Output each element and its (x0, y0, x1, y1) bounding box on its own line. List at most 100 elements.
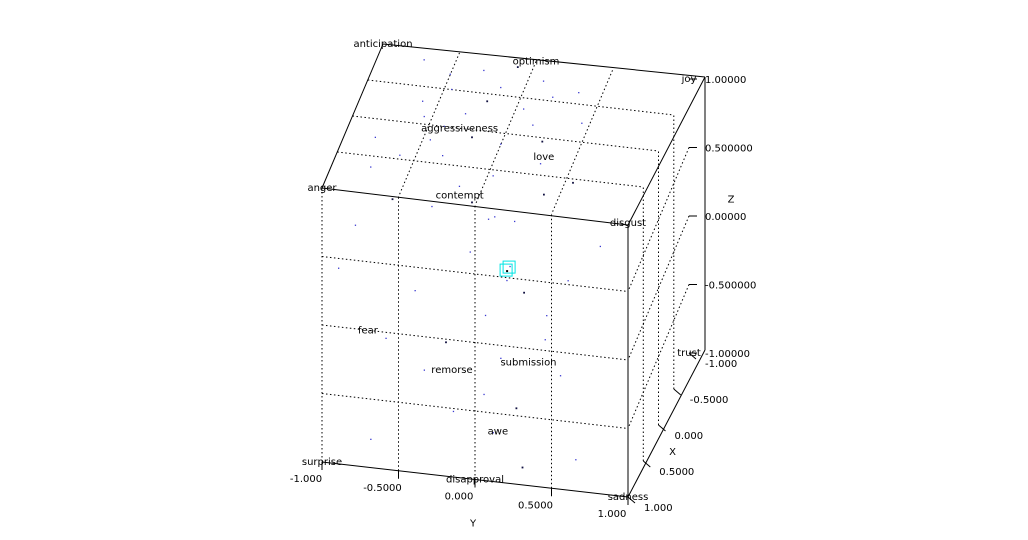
x-tick-label: 0.5000 (659, 467, 694, 478)
data-point (599, 245, 601, 248)
emotion-label: aggressiveness (421, 123, 498, 134)
data-point (575, 459, 577, 461)
data-point (391, 198, 394, 201)
z-tick-label: 0.00000 (705, 212, 746, 223)
data-point (414, 290, 416, 292)
data-point (543, 193, 545, 196)
emotion-label: optimism (513, 57, 560, 68)
data-point (458, 185, 461, 187)
cube-edge (627, 76, 706, 226)
data-point (541, 140, 544, 143)
highlight-marker (499, 260, 516, 277)
data-point (431, 205, 433, 208)
y-tick-label: 1.000 (598, 509, 627, 520)
data-point (532, 124, 534, 126)
z-tick-label: 0.500000 (705, 144, 753, 155)
grid-line-top-x (367, 79, 674, 116)
emotion-label: awe (488, 426, 508, 437)
data-point (500, 86, 502, 89)
data-point (542, 80, 545, 82)
cube-edge (627, 349, 706, 498)
data-point (559, 375, 562, 377)
data-point (521, 466, 524, 469)
data-point (492, 175, 494, 177)
emotion-label: disgust (610, 218, 646, 229)
data-point (442, 155, 444, 157)
data-point (449, 73, 451, 75)
data-point (506, 279, 508, 282)
data-point (423, 115, 425, 118)
x-tick-mark (658, 424, 666, 432)
highlight-box-back (502, 260, 516, 274)
data-point (492, 432, 494, 434)
x-tick-mark (642, 460, 651, 468)
emotion-label: submission (500, 357, 556, 368)
data-point (581, 122, 583, 124)
grid-lines (321, 52, 690, 489)
data-point (523, 291, 525, 294)
cube-edge (321, 187, 629, 226)
data-point (483, 69, 485, 72)
x-axis-label: X (669, 447, 676, 458)
data-point (469, 251, 471, 253)
cube-edge (321, 43, 384, 189)
axis-ticks: 1.00000 0.500000 0.00000 -0.500000 -1.00000 Z… (290, 75, 756, 530)
z-axis-label: Z (728, 194, 735, 205)
x-tick-mark (688, 352, 697, 360)
data-point (385, 337, 387, 339)
x-tick-label: 1.000 (644, 503, 673, 514)
z-tick-label: -1.00000 (705, 349, 750, 360)
data-point (552, 96, 554, 98)
emotion-label: contempt (436, 191, 484, 202)
grid-line-front-z (321, 324, 629, 361)
data-point (514, 220, 516, 223)
y-tick-label: -1.000 (290, 474, 322, 485)
x-tick-label: 0.000 (675, 431, 704, 442)
z-tick-label: 1.00000 (705, 75, 746, 86)
data-point (422, 100, 424, 102)
data-point (471, 136, 473, 139)
data-point (423, 369, 425, 371)
data-point (374, 136, 376, 138)
emotion-label: love (533, 152, 554, 163)
data-point (483, 393, 485, 396)
data-point (399, 154, 401, 156)
data-point (494, 216, 496, 218)
data-point (370, 166, 372, 168)
emotion-label: fear (358, 325, 379, 336)
data-point (445, 341, 447, 344)
data-point (516, 66, 519, 68)
data-point (515, 407, 518, 410)
data-point (523, 108, 525, 110)
grid-line-front-z (321, 393, 629, 429)
x-tick-mark (673, 388, 682, 396)
grid-line-top-x (352, 115, 659, 152)
data-point (471, 201, 473, 204)
data-point (546, 315, 548, 317)
emotion-label: remorse (431, 365, 472, 376)
grid-line-top-y (551, 70, 613, 215)
z-tick-label: -0.500000 (705, 281, 756, 292)
data-point (567, 280, 569, 282)
emotion-labels: anticipation optimism joy aggressiveness ang… (302, 39, 701, 503)
data-points (338, 59, 601, 469)
highlight-point (506, 270, 509, 273)
y-tick-label: -0.5000 (363, 483, 402, 494)
data-point (500, 357, 502, 359)
cube-edge (382, 43, 706, 78)
data-point (429, 139, 431, 141)
x-tick-mark (627, 496, 636, 504)
highlight-box-front (499, 263, 513, 277)
grid-line-front-z (321, 256, 629, 292)
data-point (578, 92, 580, 94)
data-point (572, 181, 574, 184)
data-point (509, 265, 511, 268)
data-point (443, 125, 445, 127)
data-point (451, 88, 453, 91)
data-point (486, 100, 489, 103)
data-point (464, 113, 467, 115)
emotion-label: anger (307, 183, 337, 194)
data-point (338, 267, 340, 269)
y-tick-label: 0.000 (445, 492, 474, 503)
